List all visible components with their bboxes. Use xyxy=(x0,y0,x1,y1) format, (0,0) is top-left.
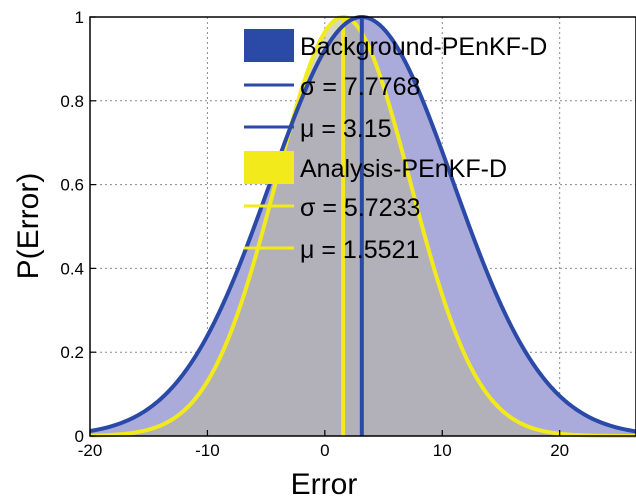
legend-label-analysis: Analysis-PEnKF-D xyxy=(300,155,507,183)
legend-label-background: Background-PEnKF-D xyxy=(300,33,547,61)
y-tick-label: 0.2 xyxy=(60,343,84,362)
legend-swatch-background xyxy=(244,29,294,62)
x-axis-title: Error xyxy=(291,468,358,501)
y-tick-label: 0.4 xyxy=(60,259,84,278)
y-tick-label: 0 xyxy=(75,427,84,446)
y-tick-label: 1 xyxy=(75,8,84,27)
legend-label-background-mu: μ = 3.15 xyxy=(300,115,392,143)
y-tick-label: 0.6 xyxy=(60,176,84,195)
y-tick-label: 0.8 xyxy=(60,92,84,111)
legend-label-background-sigma: σ = 7.7768 xyxy=(300,73,420,101)
legend: Background-PEnKF-D σ = 7.7768 μ = 3.15 A… xyxy=(244,29,547,264)
x-tick-label: 20 xyxy=(550,441,569,460)
plot-frame xyxy=(89,16,636,437)
legend-label-analysis-sigma: σ = 5.7233 xyxy=(300,194,420,222)
x-tick-label: 0 xyxy=(320,441,329,460)
x-tick-label: 10 xyxy=(433,441,452,460)
x-tick-label: -10 xyxy=(195,441,220,460)
x-tick-label: -20 xyxy=(78,441,103,460)
legend-label-analysis-mu: μ = 1.5521 xyxy=(300,236,419,264)
y-axis-title: P(Error) xyxy=(12,173,45,280)
legend-swatch-analysis xyxy=(244,151,294,184)
axis-ticks: -20 -10 0 10 20 0 0.2 0.4 0.6 0.8 1 xyxy=(60,8,569,460)
